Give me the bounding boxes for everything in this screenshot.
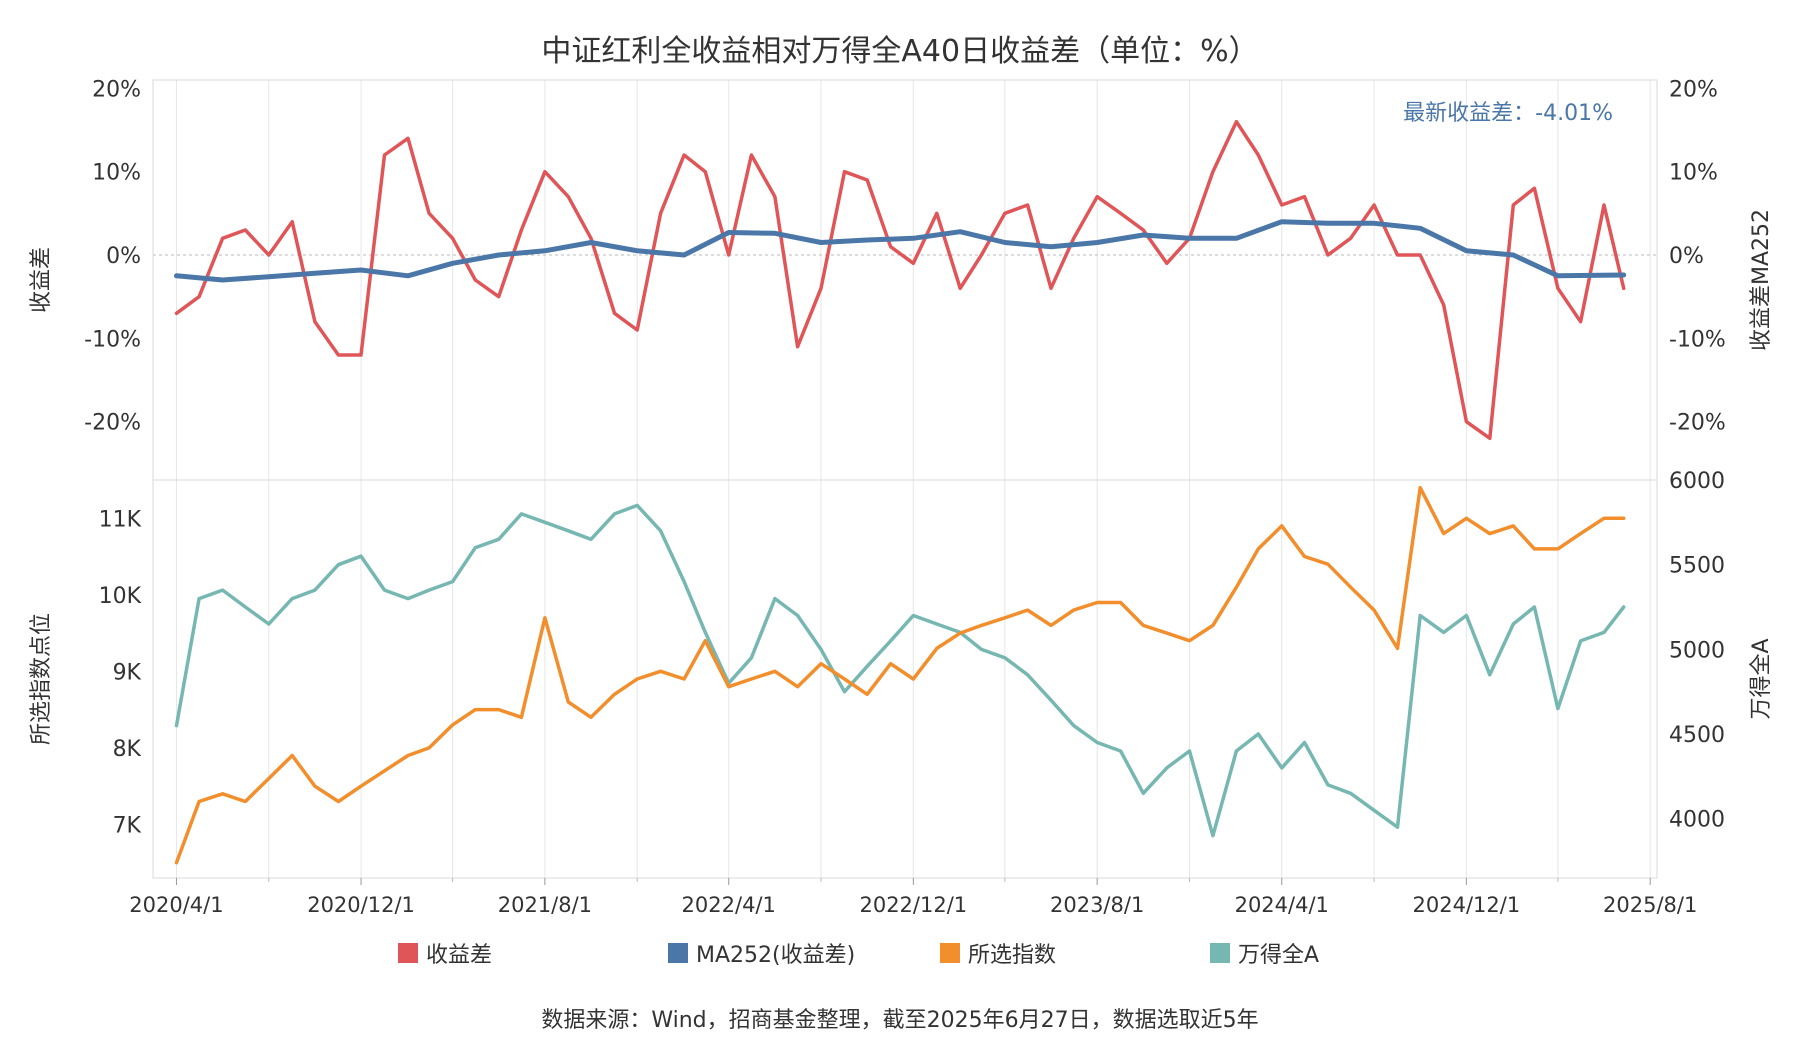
legend-swatch-wind [1210, 943, 1230, 963]
top-left-tick-label: 10% [92, 161, 141, 186]
x-tick-label: 2020/4/1 [129, 893, 223, 917]
bottom-panel-frame [152, 479, 1658, 879]
x-tick-label: 2021/8/1 [498, 893, 592, 917]
bottom-left-tick-label: 9K [113, 660, 142, 685]
source-note: 数据来源：Wind，招商基金整理，截至2025年6月27日，数据选取近5年 [541, 1008, 1259, 1033]
x-tick-label: 2022/4/1 [682, 893, 776, 917]
bottom-right-axis-title: 万得全A [1749, 638, 1774, 719]
x-tick-label: 2024/4/1 [1235, 893, 1329, 917]
x-tick-label: 2022/12/1 [859, 893, 967, 917]
legend-item-spread: 收益差 [398, 938, 492, 968]
legend-item-index: 所选指数 [940, 938, 1056, 968]
bottom-right-tick-label: 6000 [1669, 469, 1725, 494]
series-line-wind-a [174, 503, 1626, 838]
legend-label-wind: 万得全A [1238, 943, 1320, 968]
top-right-tick-label: 20% [1669, 77, 1718, 102]
bottom-right-tick-label: 4500 [1669, 723, 1725, 748]
legend-label-index: 所选指数 [968, 943, 1057, 968]
top-right-tick-label: -20% [1669, 411, 1726, 436]
top-right-axis-title: 收益差MA252 [1749, 209, 1774, 351]
top-left-tick-label: -10% [84, 327, 141, 352]
x-tick-label: 2025/8/1 [1603, 893, 1697, 917]
x-tick-label: 2020/12/1 [307, 893, 415, 917]
bottom-right-tick-label: 5000 [1669, 638, 1725, 663]
legend-label-spread: 收益差 [426, 943, 493, 968]
bottom-left-tick-label: 8K [113, 737, 142, 762]
x-tick-label: 2023/8/1 [1050, 893, 1144, 917]
bottom-left-axis-title: 所选指数点位 [29, 613, 54, 745]
top-right-tick-label: 0% [1669, 244, 1704, 269]
legend-label-ma252: MA252(收益差) [696, 943, 856, 968]
bottom-left-tick-label: 10K [99, 584, 142, 609]
top-right-tick-label: -10% [1669, 327, 1726, 352]
legend-item-ma252: MA252(收益差) [668, 938, 855, 968]
series-layer [174, 119, 1627, 865]
top-left-axis-title: 收益差 [29, 247, 54, 313]
bottom-left-tick-label: 11K [99, 507, 142, 532]
top-left-tick-label: -20% [84, 411, 141, 436]
chart-title: 中证红利全收益相对万得全A40日收益差（单位：%） [541, 34, 1259, 69]
series-line-index [174, 485, 1626, 865]
series-line-spread [174, 119, 1626, 441]
top-left-tick-label: 20% [92, 77, 141, 102]
grid [153, 80, 1657, 878]
series-line-ma252 [174, 219, 1627, 283]
top-right-tick-label: 10% [1669, 161, 1718, 186]
legend-swatch-ma252 [668, 943, 688, 963]
bottom-left-tick-label: 7K [113, 813, 142, 838]
plot-frame [152, 79, 1658, 879]
latest-spread-annotation: 最新收益差：-4.01% [1403, 101, 1613, 126]
legend-swatch-spread [398, 943, 418, 963]
bottom-right-tick-label: 4000 [1669, 808, 1725, 833]
legend-swatch-index [940, 943, 960, 963]
bottom-right-tick-label: 5500 [1669, 554, 1725, 579]
axes-layer: 2020/4/1 2020/12/1 2021/8/1 2022/4/1 2022/12… [29, 77, 1774, 917]
legend-item-wind: 万得全A [1210, 938, 1319, 968]
x-tick-label: 2024/12/1 [1413, 893, 1521, 917]
top-left-tick-label: 0% [106, 244, 141, 269]
